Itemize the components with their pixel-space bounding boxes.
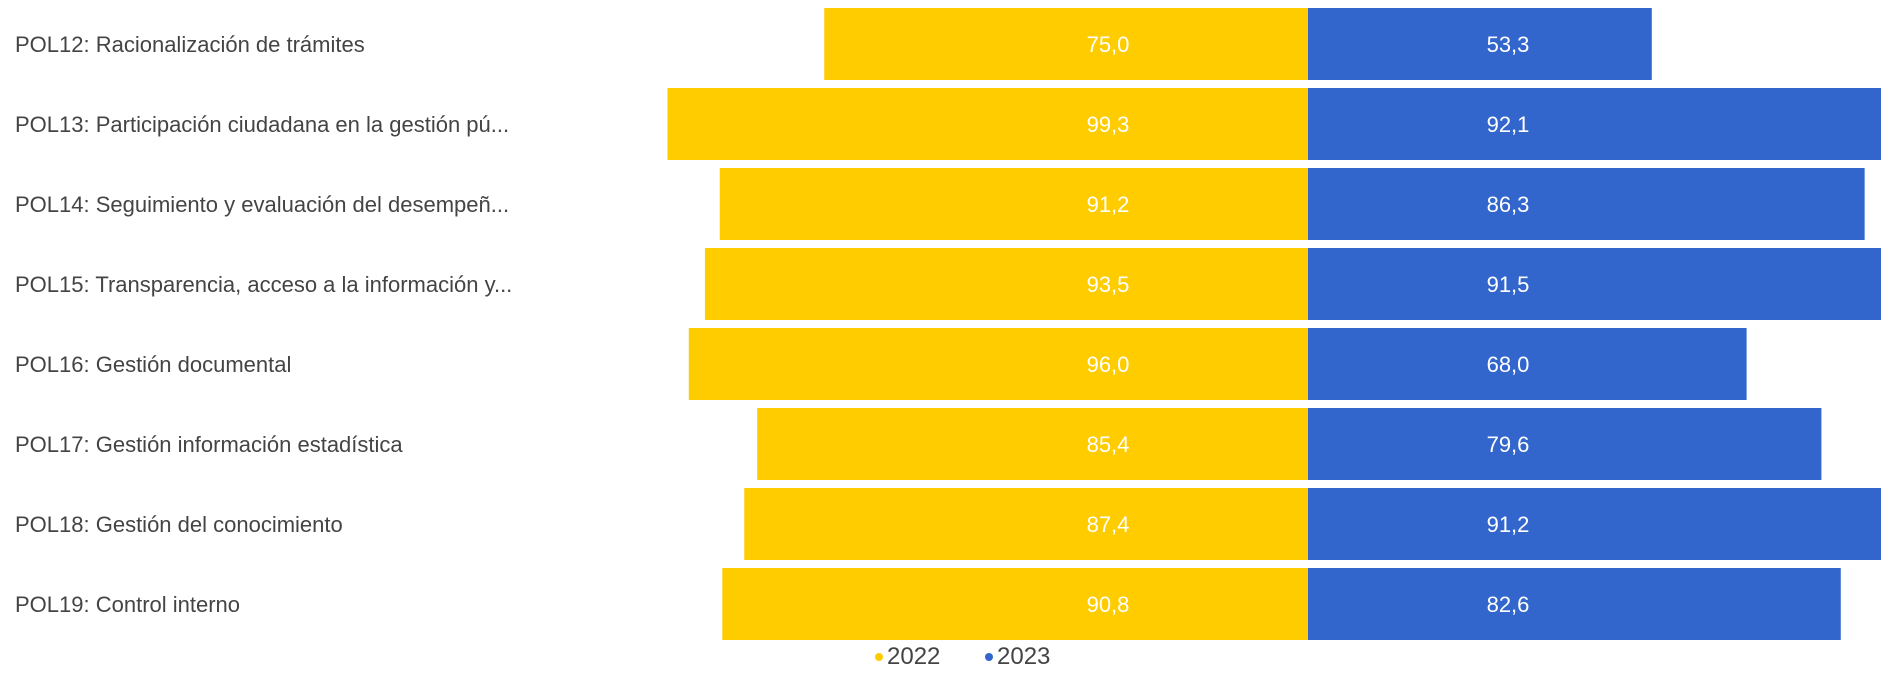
bar-2022	[704, 248, 1308, 320]
bar-2022	[667, 88, 1308, 160]
category-label: POL18: Gestión del conocimiento	[15, 512, 343, 537]
legend-label-2023: 2023	[997, 643, 1050, 670]
category-label: POL17: Gestión información estadística	[15, 432, 403, 457]
value-label-2022: 87,4	[1087, 512, 1130, 537]
bar-2022	[824, 8, 1308, 80]
value-label-2023: 82,6	[1487, 592, 1530, 617]
value-labels: 75,0 53,3 99,3 92,1 91,2 86,3 93,5 91,5 96,0 68,0…	[1087, 32, 1530, 617]
value-label-2022: 91,2	[1087, 192, 1130, 217]
legend-label-2022: 2022	[887, 643, 940, 670]
category-label: POL14: Seguimiento y evaluación del dese…	[15, 192, 509, 217]
bar-2022	[722, 568, 1308, 640]
value-label-2022: 99,3	[1087, 112, 1130, 137]
value-label-2023: 79,6	[1487, 432, 1530, 457]
value-label-2022: 96,0	[1087, 352, 1130, 377]
bar-2022	[744, 488, 1308, 560]
value-label-2022: 90,8	[1087, 592, 1130, 617]
bar-2023	[1308, 408, 1822, 480]
value-label-2023: 68,0	[1487, 352, 1530, 377]
bar-2023	[1308, 328, 1747, 400]
value-label-2023: 91,5	[1487, 272, 1530, 297]
value-label-2022: 75,0	[1087, 32, 1130, 57]
value-label-2022: 85,4	[1087, 432, 1130, 457]
bar-2023	[1308, 488, 1881, 560]
category-label: POL16: Gestión documental	[15, 352, 291, 377]
category-label: POL13: Participación ciudadana en la ges…	[15, 112, 509, 137]
value-label-2022: 93,5	[1087, 272, 1130, 297]
category-label: POL15: Transparencia, acceso a la inform…	[15, 272, 512, 297]
value-label-2023: 91,2	[1487, 512, 1530, 537]
value-label-2023: 53,3	[1487, 32, 1530, 57]
bar-2023	[1308, 8, 1652, 80]
value-label-2023: 92,1	[1487, 112, 1530, 137]
bar-2023	[1308, 168, 1865, 240]
bar-2022	[719, 168, 1308, 240]
bar-2023	[1308, 248, 1881, 320]
bar-2022	[757, 408, 1308, 480]
category-label: POL12: Racionalización de trámites	[15, 32, 365, 57]
bars	[667, 8, 1881, 640]
bar-2023	[1308, 568, 1841, 640]
category-label: POL19: Control interno	[15, 592, 240, 617]
legend-marker-2022	[875, 653, 883, 661]
bar-2023	[1308, 88, 1881, 160]
category-labels: POL12: Racionalización de trámites POL13:…	[15, 32, 512, 617]
value-label-2023: 86,3	[1487, 192, 1530, 217]
legend: 2022 2023	[875, 643, 1050, 670]
bar-2022	[688, 328, 1308, 400]
legend-marker-2023	[985, 653, 993, 661]
